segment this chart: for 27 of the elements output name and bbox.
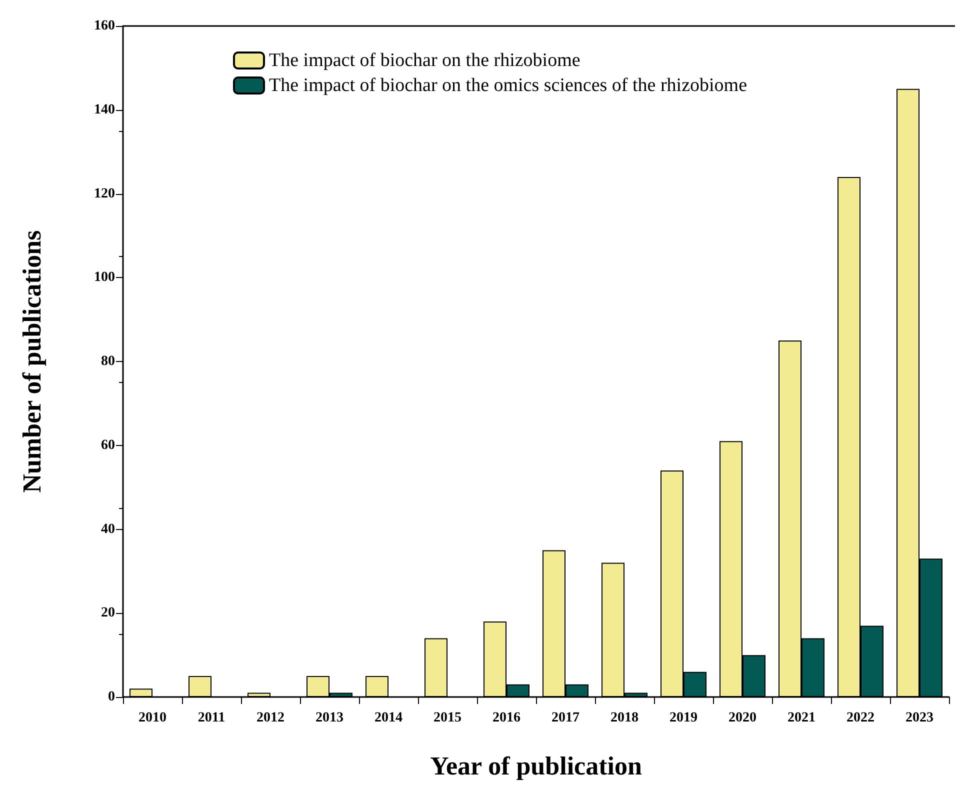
y-tick-label: 100: [94, 270, 115, 286]
y-tick-label: 40: [101, 522, 115, 537]
x-tick-label: 2022: [846, 710, 874, 726]
x-tick-label: 2019: [670, 710, 698, 726]
y-axis-title: Number of publications: [18, 230, 46, 493]
y-tick-label: 80: [101, 354, 115, 369]
y-tick-label: 140: [94, 102, 115, 118]
y-tick-label: 160: [94, 18, 115, 34]
x-tick-label: 2015: [434, 710, 462, 726]
x-tick-label: 2013: [316, 710, 344, 726]
x-tick-label: 2021: [788, 710, 816, 726]
x-tick-label: 2017: [552, 710, 580, 726]
x-tick-label: 2010: [138, 710, 166, 726]
y-tick-label: 20: [101, 606, 115, 621]
x-tick-label: 2023: [906, 710, 934, 726]
y-tick-label: 0: [108, 690, 115, 704]
x-tick-label: 2018: [610, 710, 638, 726]
x-tick-label: 2011: [198, 710, 226, 726]
y-tick-label: 120: [94, 186, 115, 202]
x-axis-title: Year of publication: [430, 752, 642, 780]
legend-label: The impact of biochar on the rhizobiome: [269, 50, 580, 71]
x-tick-label: 2012: [256, 710, 284, 726]
y-tick-label: 60: [101, 438, 115, 453]
x-tick-label: 2016: [492, 710, 520, 726]
x-tick-label: 2014: [374, 710, 402, 726]
x-tick-label: 2020: [728, 710, 756, 726]
legend-label: The impact of biochar on the omics sciences of the rhizobiome: [269, 75, 748, 96]
